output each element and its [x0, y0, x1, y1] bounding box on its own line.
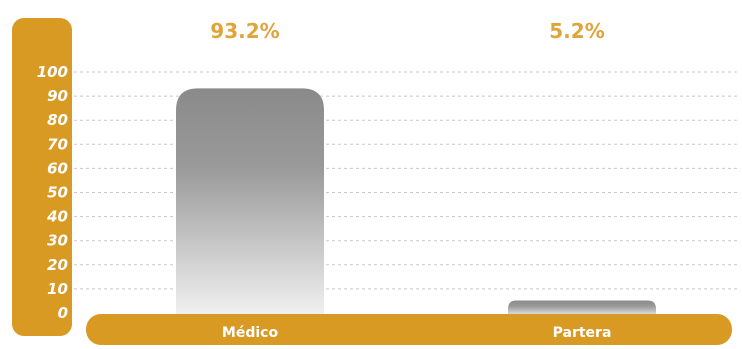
y-tick-label: 70	[47, 135, 68, 153]
y-tick-label: 0	[58, 304, 68, 322]
grid-lines	[74, 71, 738, 290]
value-labels: 93.2% 5.2%	[210, 19, 604, 43]
value-label: 5.2%	[549, 19, 604, 43]
bars	[176, 88, 656, 317]
y-tick-label: 30	[47, 232, 68, 250]
y-tick-label: 40	[46, 208, 68, 226]
bar-medico	[176, 88, 324, 317]
y-axis-pill	[12, 18, 72, 336]
y-tick-label: 20	[47, 256, 68, 274]
y-tick-label: 100	[37, 63, 68, 81]
y-tick-label: 90	[47, 87, 68, 105]
value-label: 93.2%	[210, 19, 279, 43]
x-tick-label: Médico	[222, 325, 279, 341]
x-axis-pill	[86, 314, 732, 345]
x-tick-labels: Médico Partera	[222, 325, 611, 341]
y-tick-label: 60	[47, 159, 68, 177]
y-tick-label: 80	[47, 111, 68, 129]
x-tick-label: Partera	[553, 325, 612, 341]
y-tick-label: 10	[47, 280, 68, 298]
bar-partera	[508, 300, 656, 317]
y-tick-label: 50	[47, 184, 68, 202]
